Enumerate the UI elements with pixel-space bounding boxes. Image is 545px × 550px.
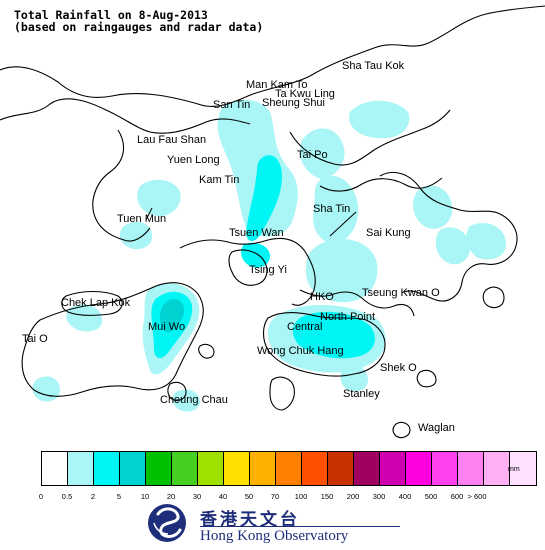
tsing-yi-island <box>228 249 268 286</box>
place-label-hko: HKO <box>310 291 334 303</box>
organization-name-english: Hong Kong Observatory <box>200 528 349 544</box>
legend-tick-label: 50 <box>244 492 254 501</box>
legend-tick-label: 600 <box>450 492 464 501</box>
place-label-man-kam-to: Man Kam To <box>246 79 308 91</box>
legend-tick-label: 200 <box>346 492 360 501</box>
legend-unit: mm <box>508 466 520 473</box>
place-label-sai-kung: Sai Kung <box>366 227 411 239</box>
place-label-tai-o: Tai O <box>22 333 48 345</box>
coastlines <box>0 5 545 439</box>
legend-swatch <box>302 452 328 485</box>
high-island <box>482 286 505 309</box>
chek-lap-kok-island <box>61 290 123 316</box>
place-label-waglan: Waglan <box>418 422 455 434</box>
map-subtitle: (based on raingauges and radar data) <box>14 20 264 34</box>
new-territories-north-coast <box>0 98 251 134</box>
place-label-central: Central <box>287 321 323 333</box>
place-label-tsuen-wan: Tsuen Wan <box>229 227 284 239</box>
tolo-harbour-coast <box>289 109 451 166</box>
legend-swatch <box>68 452 94 485</box>
place-label-sha-tau-kok: Sha Tau Kok <box>342 60 405 72</box>
lamma-island <box>269 376 295 411</box>
legend-swatch <box>198 452 224 485</box>
tolo-channel-coast <box>319 177 443 192</box>
legend-tick-label: 0 <box>38 492 44 501</box>
legend-tick-label: 30 <box>192 492 202 501</box>
legend-swatch <box>172 452 198 485</box>
legend-tick-label: 0.5 <box>61 492 73 501</box>
legend-tick-label: 10 <box>140 492 150 501</box>
legend-swatch <box>510 452 536 485</box>
waglan-island <box>392 421 411 439</box>
legend-tick-label: 100 <box>294 492 308 501</box>
legend-swatch <box>354 452 380 485</box>
legend-swatch <box>120 452 146 485</box>
place-label-tuen-mun: Tuen Mun <box>117 213 167 225</box>
legend-swatch <box>328 452 354 485</box>
legend-swatch <box>250 452 276 485</box>
hko-logo-icon <box>148 504 186 542</box>
legend-swatch <box>42 452 68 485</box>
rainfall-legend <box>41 451 537 486</box>
rainfall-areas-heavy <box>160 299 184 333</box>
organization-name-chinese: 香港天文台 <box>200 510 300 530</box>
place-label-chek-lap-kok: Chek Lap Kok <box>61 297 131 309</box>
legend-swatch <box>484 452 510 485</box>
place-label-mui-wo: Mui Wo <box>148 321 186 333</box>
mainland-shenzhen-coast <box>0 5 545 107</box>
place-label-tsing-yi: Tsing Yi <box>249 264 287 276</box>
legend-swatch <box>432 452 458 485</box>
legend-tick-label: 40 <box>218 492 228 501</box>
deep-bay-coast <box>92 129 151 242</box>
legend-tick-label: 300 <box>372 492 386 501</box>
legend-swatch <box>406 452 432 485</box>
legend-tick-label: > 600 <box>467 492 487 501</box>
legend-tick-label: 20 <box>166 492 176 501</box>
legend-swatch <box>380 452 406 485</box>
legend-tick-label: 500 <box>424 492 438 501</box>
organization-divider <box>200 526 400 527</box>
legend-swatch <box>276 452 302 485</box>
place-label-tseung-kwan-o: Tseung Kwan O <box>362 287 440 299</box>
hong-kong-island <box>262 311 386 377</box>
legend-swatch <box>94 452 120 485</box>
sha-tin-marker <box>329 211 357 237</box>
legend-tick-label: 70 <box>270 492 280 501</box>
place-label-stanley: Stanley <box>343 388 380 400</box>
station-markers <box>145 207 357 237</box>
place-label-yuen-long: Yuen Long <box>167 154 220 166</box>
place-label-cheung-chau: Cheung Chau <box>160 394 228 406</box>
place-label-sha-tin: Sha Tin <box>313 203 351 215</box>
sai-kung-coast <box>379 171 518 302</box>
legend-tick-label: 5 <box>116 492 122 501</box>
place-label-north-point: North Point <box>320 311 376 323</box>
place-label-kam-tin: Kam Tin <box>199 174 240 186</box>
place-label-sheung-shui: Sheung Shui <box>262 97 325 109</box>
peng-chau-island <box>198 343 215 359</box>
legend-tick-label: 400 <box>398 492 412 501</box>
map-title: Total Rainfall on 8-Aug-2013 <box>14 8 208 22</box>
cheung-chau-island <box>167 381 187 402</box>
tsuen-wan-coast <box>179 237 316 306</box>
legend-swatch <box>146 452 172 485</box>
place-label-shek-o: Shek O <box>380 362 417 374</box>
kowloon-coast <box>299 289 415 317</box>
tuen-mun-marker <box>145 207 153 221</box>
legend-swatch <box>224 452 250 485</box>
place-label-tai-po: Tai Po <box>297 149 328 161</box>
place-label-lau-fau-shan: Lau Fau Shan <box>137 134 207 146</box>
tung-lung-island <box>416 369 437 388</box>
place-label-san-tin: San Tin <box>213 99 251 111</box>
lantau-island <box>21 282 204 397</box>
legend-tick-label: 2 <box>90 492 96 501</box>
place-label-ta-kwu-ling: Ta Kwu Ling <box>275 88 335 100</box>
legend-swatch <box>458 452 484 485</box>
legend-tick-label: 150 <box>320 492 334 501</box>
place-label-wong-chuk-hang: Wong Chuk Hang <box>257 345 344 357</box>
